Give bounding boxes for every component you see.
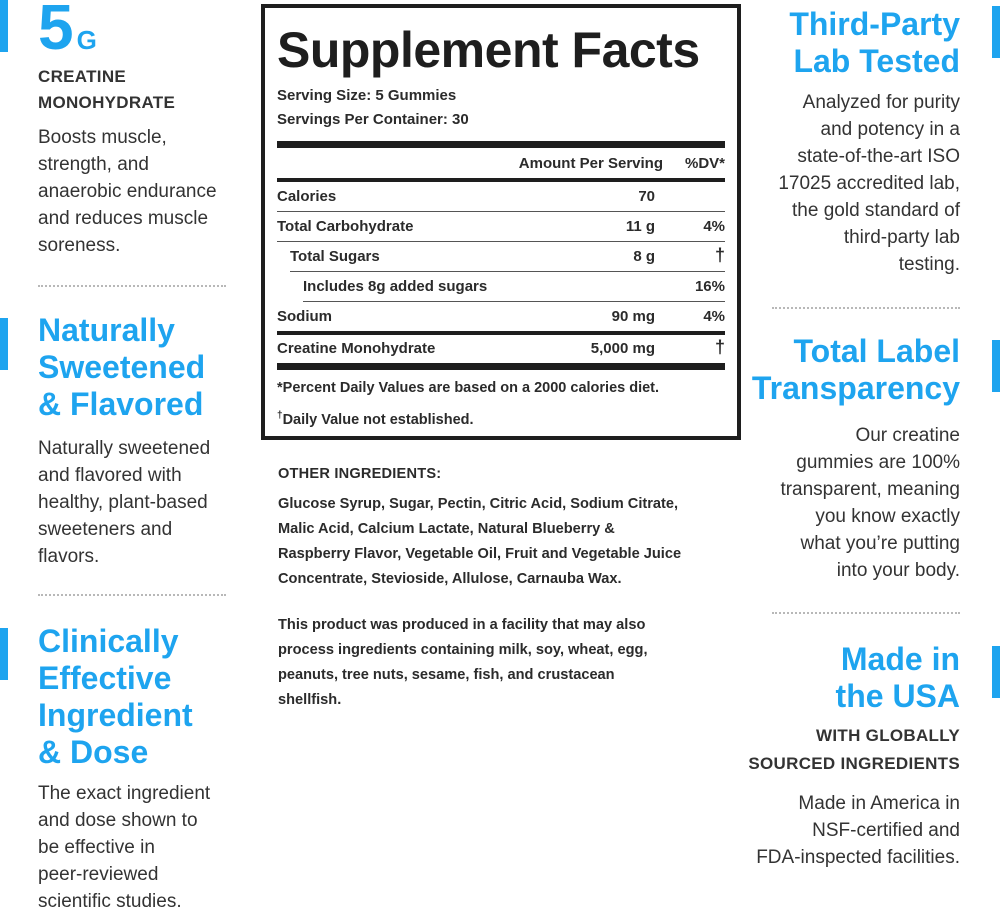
other-ingredients-heading: OTHER INGREDIENTS:	[278, 466, 442, 482]
usa-body: Made in America in NSF-certified and FDA…	[756, 793, 960, 868]
clinical-heading-3: Ingredient	[38, 697, 193, 733]
facts-row: Total Sugars 8 g †	[290, 242, 725, 272]
sweetened-heading-1: Naturally	[38, 312, 175, 348]
accent-bar-left-1	[0, 0, 8, 52]
ingredients-line: Concentrate, Stevioside, Allulose, Carna…	[278, 571, 622, 587]
footnote-dagger: †Daily Value not established.	[277, 410, 474, 428]
usa-caps-1: WITH GLOBALLY	[816, 726, 960, 745]
col-dv-header: %DV*	[684, 155, 725, 172]
creatine-caps-2: MONOHYDRATE	[38, 93, 176, 112]
lab-heading-1: Third-Party	[789, 6, 960, 42]
ingredients-line: Malic Acid, Calcium Lactate, Natural Blu…	[278, 521, 615, 537]
accent-bar-left-3	[0, 628, 8, 680]
col-amount-header: Amount Per Serving	[518, 155, 663, 172]
usa-heading-1: Made in	[840, 641, 960, 677]
ingredients-line: Raspberry Flavor, Vegetable Oil, Fruit a…	[278, 546, 682, 562]
creatine-row: Creatine Monohydrate 5,000 mg †	[277, 337, 725, 357]
divider-right-1	[772, 307, 960, 309]
sweetened-heading-3: & Flavored	[38, 386, 204, 422]
ingredients-line: Glucose Syrup, Sugar, Pectin, Citric Aci…	[278, 496, 679, 512]
rule-mid-header	[277, 178, 725, 182]
footnote-dv: *Percent Daily Values are based on a 200…	[277, 380, 660, 396]
transparency-heading-2: Transparency	[751, 370, 960, 406]
divider-right-2	[772, 612, 960, 614]
clinical-heading-2: Effective	[38, 660, 172, 696]
other-ingredients: OTHER INGREDIENTS: Glucose Syrup, Sugar,…	[278, 462, 728, 592]
rule-thick-top	[277, 141, 725, 148]
servings-per-container: Servings Per Container: 30	[277, 111, 469, 128]
allergen-statement: This product was produced in a facility …	[278, 613, 728, 713]
serving-size: Serving Size: 5 Gummies	[277, 87, 457, 104]
allergen-line: peanuts, tree nuts, sesame, fish, and cr…	[278, 667, 615, 683]
rule-mid-creatine	[277, 331, 725, 335]
clinical-heading-1: Clinically	[38, 623, 179, 659]
usa-section: Made in the USA WITH GLOBALLY SOURCED IN…	[730, 641, 960, 871]
creatine-body: Boosts muscle, strength, and anaerobic e…	[38, 127, 217, 256]
usa-caps-2: SOURCED INGREDIENTS	[748, 754, 960, 773]
lab-body: Analyzed for purity and potency in a sta…	[778, 92, 960, 275]
allergen-line: process ingredients containing milk, soy…	[278, 642, 648, 658]
usa-heading-2: the USA	[835, 678, 960, 714]
lab-heading-2: Lab Tested	[793, 43, 960, 79]
rule-thick-bottom	[277, 363, 725, 370]
clinical-body: The exact ingredient and dose shown to b…	[38, 783, 211, 912]
clinical-section: Clinically Effective Ingredient & Dose T…	[38, 623, 253, 915]
facts-row: Includes 8g added sugars 16%	[303, 272, 725, 302]
accent-bar-right-1	[992, 6, 1000, 58]
allergen-line: shellfish.	[278, 692, 342, 708]
facts-row: Sodium 90 mg 4%	[277, 308, 725, 325]
facts-row: Calories 70	[277, 182, 725, 212]
facts-header-row: Amount Per Serving %DV*	[277, 148, 725, 178]
supplement-facts-panel: Supplement Facts Serving Size: 5 Gummies…	[261, 4, 741, 440]
divider-left-1	[38, 285, 226, 287]
transparency-body: Our creatine gummies are 100% transparen…	[780, 425, 960, 581]
transparency-heading-1: Total Label	[793, 333, 960, 369]
facts-row: Total Carbohydrate 11 g 4%	[277, 212, 725, 242]
dose-number: 5	[38, 0, 74, 63]
sweetened-section: Naturally Sweetened & Flavored Naturally…	[38, 312, 253, 570]
clinical-heading-4: & Dose	[38, 734, 149, 770]
sweetened-body: Naturally sweetened and flavored with he…	[38, 438, 211, 567]
creatine-caps-1: CREATINE	[38, 67, 127, 86]
sweetened-heading-2: Sweetened	[38, 349, 206, 385]
lab-section: Third-Party Lab Tested Analyzed for puri…	[730, 6, 960, 278]
facts-title: Supplement Facts	[277, 22, 700, 78]
dose-unit: G	[76, 25, 97, 55]
accent-bar-right-3	[992, 646, 1000, 698]
divider-left-2	[38, 594, 226, 596]
transparency-section: Total Label Transparency Our creatine gu…	[730, 333, 960, 584]
allergen-line: This product was produced in a facility …	[278, 617, 646, 633]
accent-bar-right-2	[992, 340, 1000, 392]
accent-bar-left-2	[0, 318, 8, 370]
